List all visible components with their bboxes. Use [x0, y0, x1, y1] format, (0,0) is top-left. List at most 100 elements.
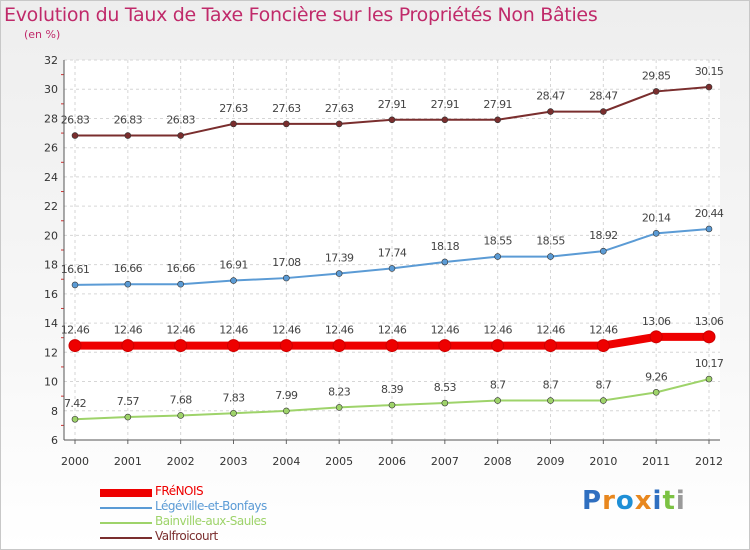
brand-logo-letter: t: [662, 486, 676, 516]
data-point-valfroicourt: [494, 116, 501, 124]
brand-logo-letter: i: [652, 486, 663, 516]
data-label-valfroicourt: 26.83: [166, 114, 195, 127]
x-tick-label: 2009: [537, 455, 565, 468]
plot-area: [64, 60, 720, 440]
x-tick-label: 2003: [220, 455, 248, 468]
y-unit-label: (en %): [24, 28, 61, 41]
data-point-fr-nois: [121, 339, 135, 353]
data-label-l-g-ville-et-bonfays: 18.55: [536, 235, 565, 248]
data-point-fr-nois: [702, 330, 716, 344]
data-label-fr-nois: 12.46: [61, 324, 90, 337]
legend-swatch: [100, 489, 152, 497]
data-label-bainville-aux-saules: 10.17: [695, 357, 724, 370]
data-label-valfroicourt: 28.47: [536, 90, 565, 103]
data-point-fr-nois: [68, 339, 82, 353]
data-label-l-g-ville-et-bonfays: 16.66: [114, 262, 143, 275]
x-tick-label: 2008: [484, 455, 512, 468]
y-tick-label: 26: [44, 142, 58, 155]
brand-logo-letter: P: [582, 486, 603, 516]
x-tick-label: 2001: [114, 455, 142, 468]
data-label-bainville-aux-saules: 8.39: [381, 383, 404, 396]
data-label-bainville-aux-saules: 7.57: [117, 395, 140, 408]
data-label-l-g-ville-et-bonfays: 17.08: [272, 256, 301, 269]
data-point-fr-nois: [649, 330, 663, 344]
data-label-fr-nois: 13.06: [642, 315, 671, 328]
data-point-bainville-aux-saules: [177, 412, 184, 419]
data-point-l-g-ville-et-bonfays: [705, 225, 713, 233]
brand-logo-letter: r: [602, 486, 616, 516]
data-label-fr-nois: 12.46: [272, 324, 301, 337]
legend-swatch: [100, 537, 152, 539]
data-label-valfroicourt: 27.91: [483, 98, 512, 111]
x-tick-label: 2004: [272, 455, 300, 468]
y-tick-label: 16: [44, 288, 58, 301]
chart-legend: FRéNOIS Légéville-et-Bonfays Bainville-aux…: [100, 484, 360, 545]
data-point-bainville-aux-saules: [494, 397, 501, 404]
data-point-valfroicourt: [388, 116, 396, 124]
data-point-l-g-ville-et-bonfays: [547, 253, 554, 260]
data-point-bainville-aux-saules: [71, 415, 79, 423]
data-label-bainville-aux-saules: 7.68: [170, 393, 193, 406]
data-point-bainville-aux-saules: [441, 399, 449, 407]
data-point-valfroicourt: [652, 88, 660, 95]
data-label-bainville-aux-saules: 7.42: [64, 397, 86, 410]
x-tick-label: 2010: [589, 455, 617, 468]
data-point-l-g-ville-et-bonfays: [230, 277, 237, 284]
data-label-l-g-ville-et-bonfays: 16.91: [219, 259, 248, 272]
data-label-bainville-aux-saules: 7.99: [275, 389, 298, 402]
data-label-valfroicourt: 30.15: [695, 65, 724, 78]
y-tick-label: 18: [44, 259, 58, 272]
x-tick-label: 2000: [61, 455, 89, 468]
data-label-valfroicourt: 27.63: [272, 102, 301, 115]
y-tick-label: 30: [44, 83, 58, 96]
data-point-valfroicourt: [705, 83, 713, 91]
data-label-bainville-aux-saules: 8.23: [328, 385, 351, 398]
data-label-fr-nois: 12.46: [431, 324, 460, 337]
legend-label: Bainville-aux-Saules: [155, 514, 267, 528]
data-label-fr-nois: 12.46: [536, 324, 565, 337]
x-tick-label: 2006: [378, 455, 406, 468]
legend-item: FRéNOIS: [100, 484, 360, 500]
data-point-fr-nois: [279, 339, 293, 353]
brand-logo-letter: i: [675, 486, 686, 516]
data-label-l-g-ville-et-bonfays: 16.66: [166, 262, 195, 275]
brand-logo-letter: x: [634, 486, 653, 516]
data-point-fr-nois: [227, 339, 240, 353]
data-point-fr-nois: [596, 339, 610, 353]
data-point-l-g-ville-et-bonfays: [177, 280, 184, 288]
data-point-fr-nois: [332, 339, 346, 353]
data-point-l-g-ville-et-bonfays: [71, 281, 79, 289]
data-point-fr-nois: [174, 339, 188, 353]
data-label-l-g-ville-et-bonfays: 20.44: [695, 207, 724, 220]
data-point-bainville-aux-saules: [283, 407, 290, 415]
data-point-valfroicourt: [547, 108, 554, 115]
data-point-l-g-ville-et-bonfays: [335, 270, 343, 277]
data-label-valfroicourt: 27.63: [219, 102, 248, 115]
data-point-fr-nois: [544, 339, 557, 353]
data-point-l-g-ville-et-bonfays: [388, 265, 396, 272]
data-point-bainville-aux-saules: [335, 404, 343, 411]
data-point-bainville-aux-saules: [652, 389, 660, 396]
data-label-fr-nois: 12.46: [219, 324, 248, 337]
x-tick-label: 2007: [431, 455, 459, 468]
data-point-valfroicourt: [71, 132, 79, 139]
data-label-l-g-ville-et-bonfays: 20.14: [642, 211, 671, 224]
data-label-l-g-ville-et-bonfays: 18.18: [431, 240, 460, 253]
data-label-valfroicourt: 26.83: [61, 114, 90, 127]
data-point-l-g-ville-et-bonfays: [283, 274, 290, 282]
data-point-valfroicourt: [230, 120, 237, 128]
y-tick-label: 20: [44, 229, 58, 242]
x-tick-label: 2005: [325, 455, 353, 468]
data-point-bainville-aux-saules: [705, 375, 713, 383]
data-point-valfroicourt: [600, 108, 607, 115]
legend-item: Valfroicourt: [100, 529, 360, 545]
data-label-bainville-aux-saules: 7.83: [222, 391, 245, 404]
data-label-bainville-aux-saules: 8.53: [434, 381, 457, 394]
data-point-fr-nois: [491, 339, 505, 353]
data-point-fr-nois: [385, 339, 399, 353]
data-label-bainville-aux-saules: 8.7: [595, 379, 611, 392]
y-tick-label: 28: [44, 112, 58, 125]
data-point-bainville-aux-saules: [388, 401, 396, 409]
x-tick-label: 2002: [167, 455, 195, 468]
data-label-l-g-ville-et-bonfays: 18.92: [589, 229, 618, 242]
